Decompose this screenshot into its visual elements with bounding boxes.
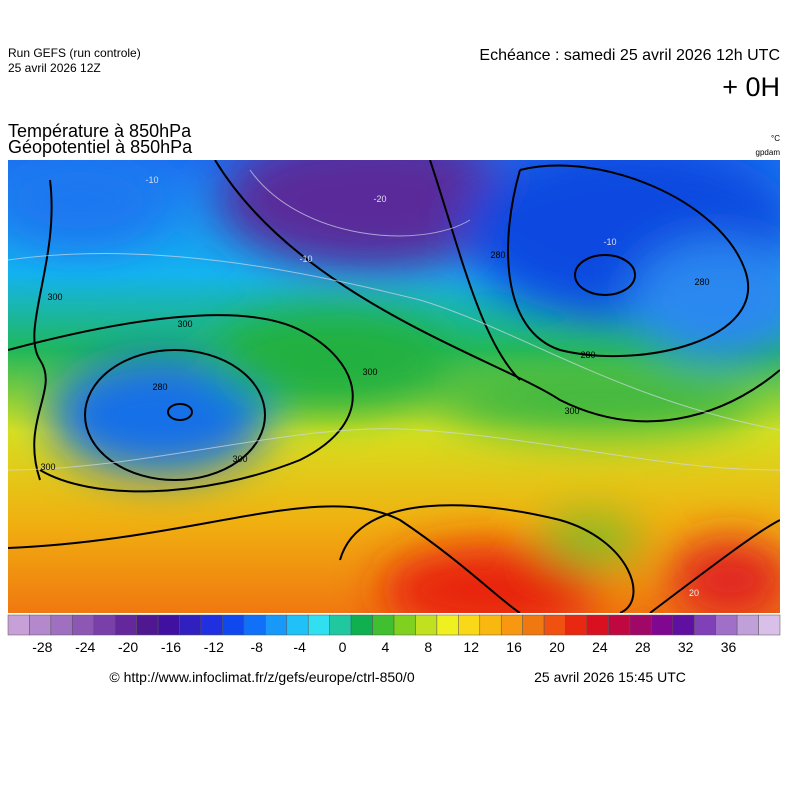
colorbar-tick-label: -28 bbox=[32, 639, 52, 655]
colorbar-swatch bbox=[586, 614, 609, 636]
colorbar-tick-label: -8 bbox=[251, 639, 264, 655]
colorbar-tick-label: 12 bbox=[463, 639, 479, 655]
contour-label: 300 bbox=[40, 462, 55, 472]
contour-label: 280 bbox=[694, 277, 709, 287]
colorbar-tick-label: 4 bbox=[382, 639, 390, 655]
unit-2: gpdam bbox=[756, 148, 781, 157]
colorbar bbox=[7, 614, 781, 636]
colorbar-swatch bbox=[114, 614, 137, 636]
colorbar-swatch bbox=[179, 614, 202, 636]
colorbar-swatch bbox=[393, 614, 416, 636]
colorbar-swatch bbox=[565, 614, 588, 636]
title-2: Géopotentiel à 850hPa bbox=[8, 137, 193, 157]
colorbar-tick-label: -24 bbox=[75, 639, 95, 655]
colorbar-swatch bbox=[436, 614, 459, 636]
run-date: 25 avril 2026 12Z bbox=[8, 61, 101, 75]
colorbar-swatch bbox=[715, 614, 738, 636]
colorbar-swatch bbox=[608, 614, 631, 636]
colorbar-swatch bbox=[479, 614, 502, 636]
colorbar-tick-label: 0 bbox=[339, 639, 347, 655]
echeance: Echéance : samedi 25 avril 2026 12h UTC bbox=[479, 47, 780, 64]
contour-label: 280 bbox=[490, 250, 505, 260]
colorbar-swatch bbox=[629, 614, 652, 636]
colorbar-tick-label: 16 bbox=[506, 639, 522, 655]
colorbar-swatch bbox=[307, 614, 330, 636]
contour-label: -20 bbox=[373, 194, 386, 204]
colorbar-swatch bbox=[222, 614, 245, 636]
colorbar-swatch bbox=[329, 614, 352, 636]
offset: + 0H bbox=[722, 72, 780, 102]
colorbar-swatch bbox=[651, 614, 674, 636]
contour-label: -10 bbox=[299, 254, 312, 264]
colorbar-tick-label: 20 bbox=[549, 639, 565, 655]
colorbar-swatch bbox=[136, 614, 159, 636]
contour-label: 300 bbox=[47, 292, 62, 302]
contour-label: 300 bbox=[177, 319, 192, 329]
colorbar-swatch bbox=[693, 614, 716, 636]
colorbar-swatch bbox=[522, 614, 545, 636]
colorbar-swatch bbox=[200, 614, 223, 636]
footer-url: © http://www.infoclimat.fr/z/gefs/europe… bbox=[109, 669, 414, 685]
colorbar-swatch bbox=[543, 614, 566, 636]
colorbar-swatch bbox=[350, 614, 373, 636]
footer-timestamp: 25 avril 2026 15:45 UTC bbox=[534, 669, 686, 685]
contour-label: -10 bbox=[145, 175, 158, 185]
colorbar-swatch bbox=[243, 614, 266, 636]
contour-label: 300 bbox=[232, 454, 247, 464]
colorbar-swatch bbox=[458, 614, 481, 636]
colorbar-swatch bbox=[758, 614, 781, 636]
colorbar-tick-label: 36 bbox=[721, 639, 737, 655]
unit-1: °C bbox=[771, 134, 780, 143]
colorbar-swatch bbox=[50, 614, 73, 636]
colorbar-tick-label: -16 bbox=[161, 639, 181, 655]
colorbar-swatch bbox=[72, 614, 95, 636]
contour-label: -10 bbox=[603, 237, 616, 247]
colorbar-swatch bbox=[500, 614, 523, 636]
colorbar-tick-label: -20 bbox=[118, 639, 138, 655]
colorbar-swatch bbox=[29, 614, 52, 636]
colorbar-swatch bbox=[672, 614, 695, 636]
colorbar-swatch bbox=[157, 614, 180, 636]
colorbar-tick-label: 28 bbox=[635, 639, 651, 655]
colorbar-swatch bbox=[265, 614, 288, 636]
colorbar-tick-label: 32 bbox=[678, 639, 694, 655]
contour-label: 300 bbox=[362, 367, 377, 377]
run: Run GEFS (run controle) bbox=[8, 46, 141, 60]
contour-label: 280 bbox=[152, 382, 167, 392]
contour-label: 20 bbox=[689, 588, 699, 598]
colorbar-tick-label: 24 bbox=[592, 639, 608, 655]
map: 300 280 300 300 300 300 280 280 300 280 -10 -10 -20 -… bbox=[8, 160, 780, 613]
contour-label: 300 bbox=[564, 406, 579, 416]
colorbar-swatch bbox=[372, 614, 395, 636]
title-1: Température à 850hPa bbox=[8, 121, 192, 141]
colorbar-tick-label: -12 bbox=[204, 639, 224, 655]
colorbar-swatch bbox=[7, 614, 30, 636]
contour-label: 280 bbox=[580, 350, 595, 360]
colorbar-swatch bbox=[93, 614, 116, 636]
colorbar-tick-label: 8 bbox=[424, 639, 432, 655]
colorbar-tick-label: -4 bbox=[293, 639, 306, 655]
colorbar-swatch bbox=[286, 614, 309, 636]
colorbar-swatch bbox=[415, 614, 438, 636]
colorbar-swatch bbox=[736, 614, 759, 636]
